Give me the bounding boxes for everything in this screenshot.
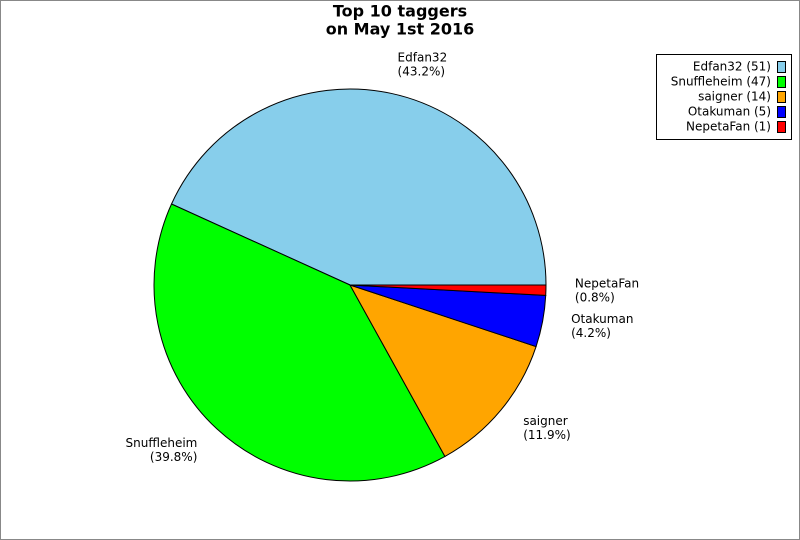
legend-box <box>656 54 792 140</box>
legend-swatch <box>777 106 786 118</box>
slice-percent: (39.8%) <box>150 450 197 464</box>
chart-title: Top 10 taggers <box>333 2 467 21</box>
legend-swatch <box>777 121 786 133</box>
slice-percent: (11.9%) <box>523 428 570 442</box>
legend-label: saigner (14) <box>698 90 771 104</box>
legend-label: Otakuman (5) <box>688 105 771 119</box>
pie-slice <box>348 284 537 458</box>
chart-title: on May 1st 2016 <box>326 20 475 39</box>
pie-slice <box>349 284 547 296</box>
slice-percent: (43.2%) <box>398 65 445 79</box>
legend-swatch <box>777 91 786 103</box>
slice-label: Otakuman <box>571 312 633 326</box>
slice-percent: (0.8%) <box>575 290 615 304</box>
slice-label: saigner <box>523 414 568 428</box>
legend-swatch <box>777 61 786 73</box>
legend-swatch <box>777 76 786 88</box>
legend-label: NepetaFan (1) <box>686 120 771 134</box>
pie-slice <box>170 88 547 286</box>
legend-label: Edfan32 (51) <box>693 60 771 74</box>
slice-label: NepetaFan <box>575 276 639 290</box>
slice-percent: (4.2%) <box>571 326 611 340</box>
pie-slice <box>153 203 446 482</box>
slice-label: Snuffleheim <box>126 436 198 450</box>
slice-label: Edfan32 <box>398 51 448 65</box>
legend-label: Snuffleheim (47) <box>671 75 771 89</box>
